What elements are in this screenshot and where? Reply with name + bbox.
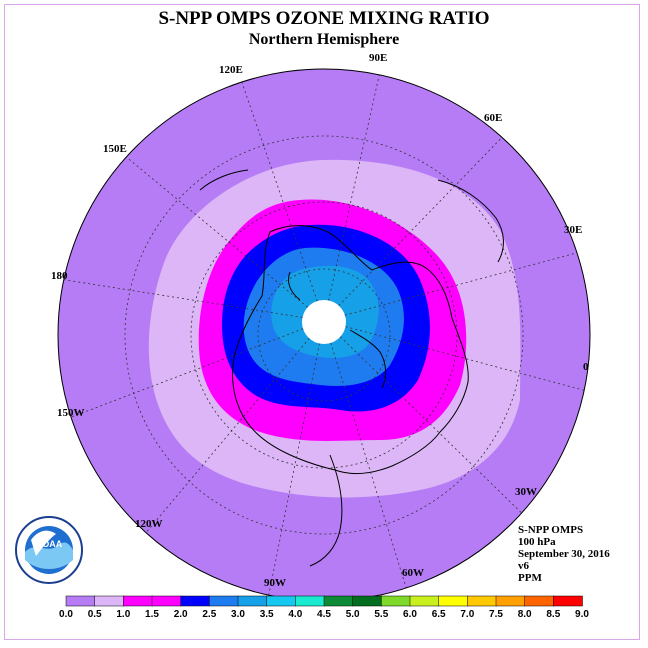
coastline — [261, 231, 271, 297]
noaa-logo: NOAA — [15, 516, 83, 584]
lon-label-90w: 90W — [264, 577, 286, 589]
meridian-line — [63, 279, 303, 318]
coastline — [439, 317, 469, 433]
lon-label-60w: 60W — [402, 567, 424, 579]
meridian-line — [145, 338, 310, 533]
lon-label-30w: 30W — [515, 486, 537, 498]
lon-label-60e: 60E — [484, 112, 502, 124]
coastline — [239, 409, 336, 471]
coastline — [349, 329, 387, 389]
lon-label-90e: 90E — [369, 52, 387, 64]
info-units: PPM — [518, 572, 542, 584]
coastline — [309, 454, 343, 567]
meridian-line — [126, 156, 308, 308]
meridian-line — [328, 74, 380, 301]
meridian-line — [241, 81, 318, 302]
coastline — [199, 169, 249, 191]
lon-label-30e: 30E — [564, 224, 582, 236]
info-instrument: S-NPP OMPS — [518, 524, 584, 536]
info-level: 100 hPa — [518, 536, 556, 548]
longitude-labels: 90E 60E 30E 0 30W 60W 90W 120W 150W 180 … — [51, 52, 589, 589]
lon-label-0: 0 — [583, 361, 589, 373]
logo-bird — [31, 530, 56, 556]
coastline — [269, 225, 373, 271]
figure-frame — [4, 4, 640, 640]
logo-text: NOAA — [36, 539, 63, 549]
meridian-line — [344, 252, 578, 316]
ozone-field — [58, 69, 590, 601]
meridian-line — [70, 328, 304, 418]
lon-label-120e: 120E — [219, 64, 243, 76]
map-subtitle: Northern Hemisphere — [248, 31, 400, 48]
latitude-circle — [124, 135, 524, 535]
polar-gap — [302, 300, 346, 344]
meridian-line — [340, 336, 522, 514]
map-title: S-NPP OMPS OZONE MIXING RATIO — [158, 8, 490, 29]
lon-label-120w: 120W — [135, 518, 163, 530]
coastlines — [199, 169, 504, 567]
coastline — [334, 431, 441, 474]
coastline — [287, 271, 301, 301]
coastline — [232, 295, 263, 411]
meridian-line — [338, 137, 503, 306]
coastline — [371, 261, 453, 319]
lon-label-150e: 150E — [103, 143, 127, 155]
latitude-circle — [190, 201, 458, 469]
graticule — [63, 74, 585, 596]
info-version: v6 — [518, 560, 529, 572]
info-block: S-NPP OMPS 100 hPa September 30, 2016 v6… — [518, 524, 610, 584]
lon-label-180: 180 — [51, 270, 68, 282]
meridian-line — [345, 326, 585, 391]
lon-label-150w: 150W — [57, 407, 85, 419]
latitude-circle — [257, 268, 391, 402]
info-date: September 30, 2016 — [518, 548, 610, 560]
